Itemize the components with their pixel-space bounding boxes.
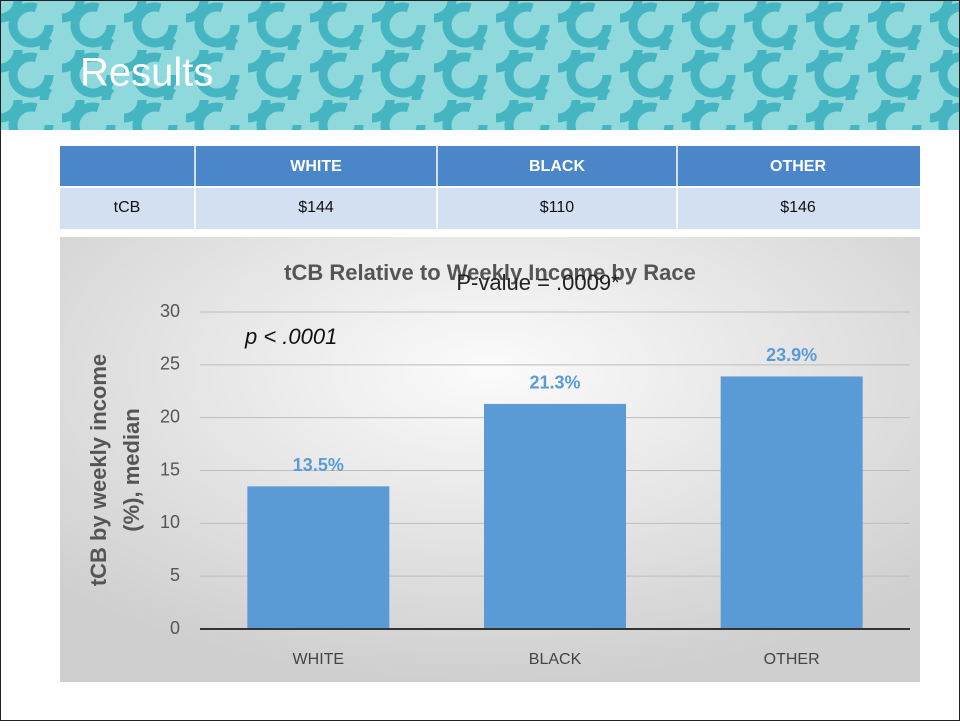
slide-title: Results <box>80 51 213 95</box>
bar <box>720 376 863 629</box>
x-tick-label: BLACK <box>529 651 582 668</box>
y-tick-label: 25 <box>160 354 180 374</box>
y-axis-label: (%), median <box>119 408 144 531</box>
chart-title: tCB Relative to Weekly Income by Race <box>284 260 696 285</box>
bar <box>484 403 626 629</box>
x-tick-label: WHITE <box>293 651 345 668</box>
y-axis-label: tCB by weekly income <box>86 354 111 586</box>
y-tick-label: 30 <box>160 301 180 321</box>
data-label: 21.3% <box>529 373 580 393</box>
annotation: p < .0001 <box>244 324 337 349</box>
table-cell: $110 <box>540 199 575 216</box>
data-label: 23.9% <box>766 345 817 365</box>
banner-pattern <box>1 1 959 130</box>
bar <box>247 486 390 629</box>
table <box>60 146 920 229</box>
x-tick-label: OTHER <box>764 651 820 668</box>
annotation: P-value = .0009* <box>456 270 620 295</box>
column-header: BLACK <box>529 158 585 175</box>
table-cell: $146 <box>780 199 816 216</box>
column-header: OTHER <box>770 158 826 175</box>
y-tick-label: 15 <box>160 459 180 479</box>
column-header: WHITE <box>290 158 342 175</box>
data-label: 13.5% <box>293 455 344 475</box>
y-tick-label: 10 <box>160 512 180 532</box>
table-row <box>60 187 920 229</box>
y-tick-label: 0 <box>170 618 180 638</box>
y-tick-label: 20 <box>160 406 180 426</box>
table-cell: tCB <box>114 199 141 216</box>
table-header <box>60 146 920 187</box>
y-tick-label: 5 <box>170 565 180 585</box>
table-cell: $144 <box>298 199 334 216</box>
